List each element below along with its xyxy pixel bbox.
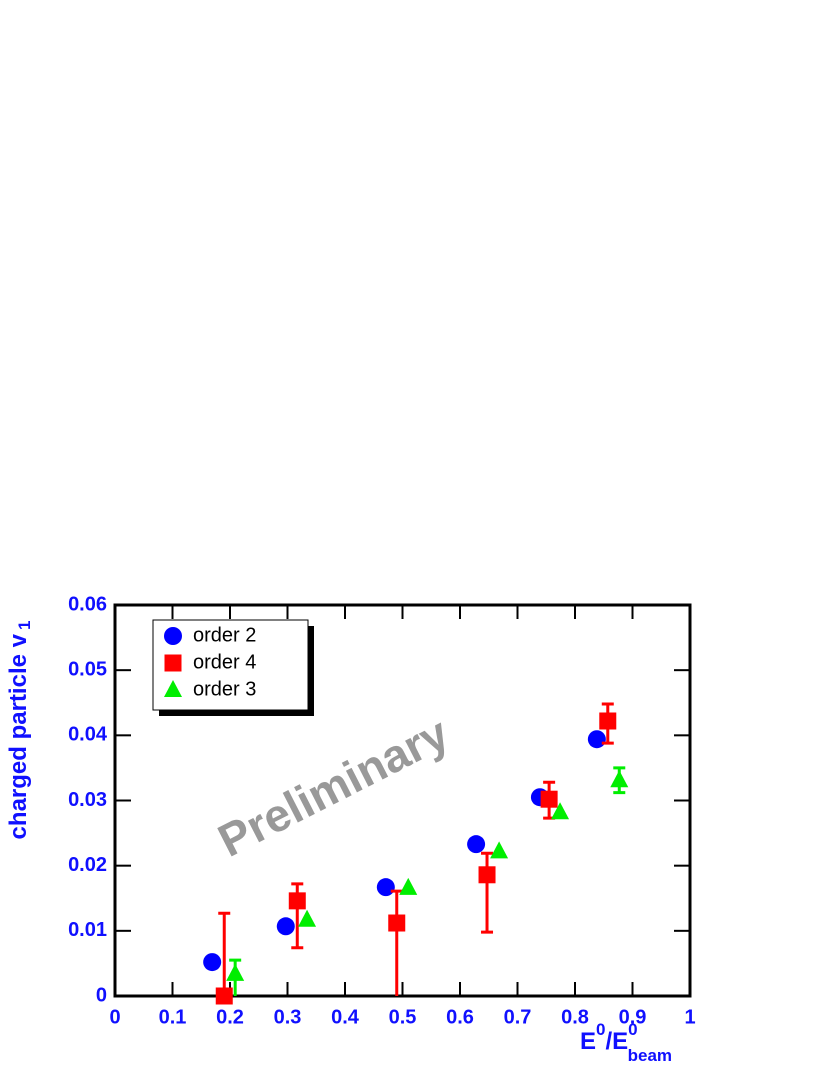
point (288, 892, 306, 910)
point (276, 917, 295, 936)
y-tick-label: 0.03 (68, 789, 107, 811)
x-tick-label: 0.4 (331, 1006, 360, 1028)
x-tick-label: 0.9 (619, 1006, 647, 1028)
y-axis-label: charged particle v 1 (5, 621, 34, 840)
point (388, 914, 406, 932)
legend-label: order 3 (193, 678, 256, 700)
y-label-text: charged particle v (5, 633, 32, 839)
point (478, 866, 496, 884)
error-bar (218, 911, 231, 996)
point (215, 987, 233, 1005)
y-tick-label: 0.04 (68, 724, 108, 746)
point (490, 841, 509, 859)
y-label-sub: 1 (15, 621, 34, 630)
x-tick-label: 0.2 (216, 1006, 244, 1028)
x-tick-label: 0.7 (504, 1006, 532, 1028)
x-tick-label: 1 (684, 1006, 695, 1028)
x-label-sep: /E (605, 1028, 628, 1055)
point (298, 909, 317, 927)
x-tick-label: 0.3 (274, 1006, 302, 1028)
x-tick-label: 0.5 (389, 1006, 417, 1028)
x-tick-label: 0.8 (561, 1006, 589, 1028)
point (203, 953, 222, 972)
x-axis-label: E0/E0 beam (580, 1020, 672, 1065)
point (599, 712, 617, 730)
legend-label: order 4 (193, 651, 256, 673)
error-bar (390, 889, 403, 996)
x-label-sup: 0 (596, 1020, 605, 1039)
plot-frame (113, 603, 692, 998)
point (467, 835, 486, 854)
x-tick-label: 0.1 (159, 1006, 187, 1028)
point (399, 877, 418, 895)
x-label-base: E (580, 1028, 596, 1055)
y-tick-label: 0.02 (68, 854, 107, 876)
y-tick-label: 0.05 (68, 658, 107, 680)
x-label-sup2: 0 (628, 1020, 637, 1039)
point (376, 878, 395, 897)
point (540, 790, 558, 808)
legend-marker (164, 654, 182, 672)
legend-marker (164, 627, 182, 645)
y-tick-label: 0 (96, 984, 107, 1006)
legend-marker (164, 680, 182, 697)
x-tick-label: 0 (109, 1006, 120, 1028)
point (551, 802, 570, 820)
point (587, 730, 606, 749)
x-label-sub2: beam (628, 1046, 672, 1065)
point (610, 770, 629, 788)
legend-label: order 2 (193, 624, 256, 646)
y-tick-label: 0.01 (68, 919, 107, 941)
x-tick-label: 0.6 (446, 1006, 474, 1028)
y-tick-label: 0.06 (68, 593, 107, 615)
point (226, 963, 245, 981)
